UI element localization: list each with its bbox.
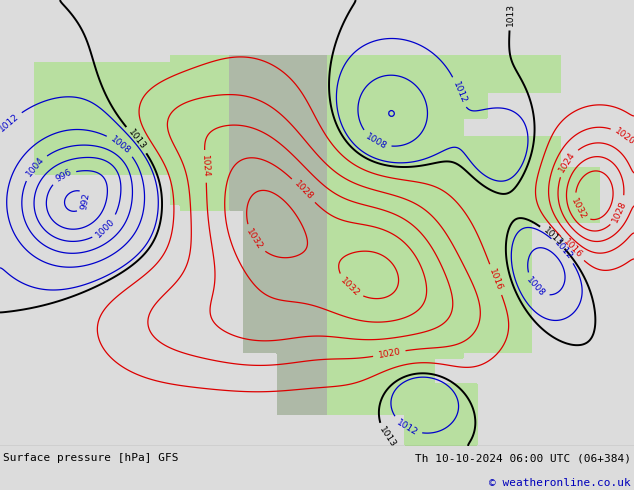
Text: 1032: 1032 [338,276,361,298]
Text: Surface pressure [hPa] GFS: Surface pressure [hPa] GFS [3,453,179,463]
Text: 996: 996 [54,168,73,184]
Text: 1032: 1032 [569,196,588,221]
Text: Th 10-10-2024 06:00 UTC (06+384): Th 10-10-2024 06:00 UTC (06+384) [415,453,631,463]
Text: 1008: 1008 [524,275,547,299]
Text: 1013: 1013 [378,425,398,449]
Text: 1020: 1020 [377,347,401,360]
Text: 1016: 1016 [561,237,583,260]
Text: 992: 992 [80,192,92,211]
Text: 1012: 1012 [394,417,419,437]
Text: 1024: 1024 [557,150,577,174]
Text: 1020: 1020 [613,126,634,147]
Text: 1012: 1012 [451,80,468,104]
Text: 1008: 1008 [364,131,388,151]
Text: 1012: 1012 [0,112,21,134]
Text: 1000: 1000 [94,217,117,239]
Text: 1012: 1012 [552,239,574,262]
Text: 1016: 1016 [488,267,504,292]
Text: 1028: 1028 [292,179,314,202]
Text: 1008: 1008 [109,134,133,156]
Text: © weatheronline.co.uk: © weatheronline.co.uk [489,478,631,488]
Text: 1028: 1028 [611,199,628,223]
Text: 1013: 1013 [126,128,147,152]
Text: 1004: 1004 [24,155,46,179]
Text: 1032: 1032 [244,227,264,251]
Text: 1013: 1013 [505,2,515,25]
Text: 1013: 1013 [541,226,564,248]
Text: 1024: 1024 [200,155,210,178]
